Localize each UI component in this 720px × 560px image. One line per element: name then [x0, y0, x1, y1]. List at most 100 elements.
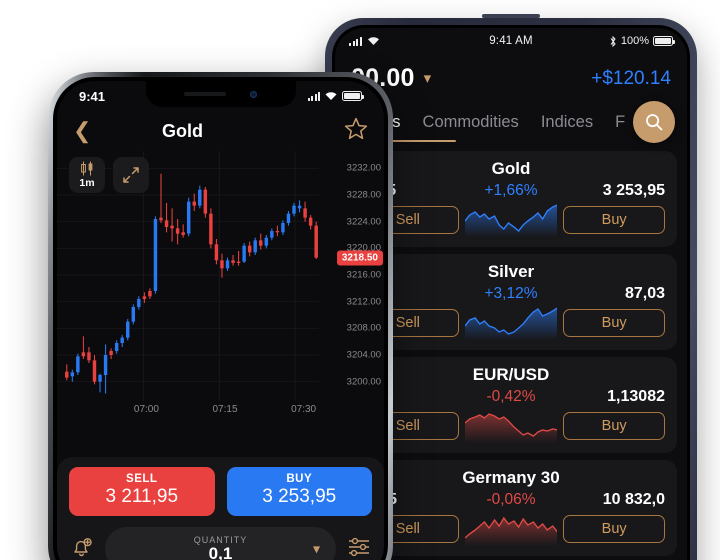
quantity-label: QUANTITY	[193, 535, 248, 546]
instrument-name: Germany 30	[462, 468, 560, 487]
sparkline-chart	[464, 516, 558, 546]
wifi-icon	[367, 37, 379, 45]
price-tick: 3216.00	[346, 269, 381, 281]
instrument-name: Gold	[491, 159, 531, 178]
buy-button[interactable]: Buy	[563, 309, 665, 337]
instrument-values: 3042 -0,42% 1,13082	[357, 388, 665, 406]
buy-button[interactable]: Buy	[563, 206, 665, 234]
price-tick: 3220.00	[346, 242, 381, 254]
sell-label: SELL	[126, 473, 158, 485]
time-axis: 07:00 07:15 07:30	[57, 401, 328, 423]
time-tick: 07:30	[291, 404, 317, 415]
instrument-values: 11,95 +1,66% 3 253,95	[357, 182, 665, 200]
price-tick: 3212.00	[346, 296, 381, 308]
iphone-device: 9:41 ❮ Gold	[48, 72, 393, 560]
sparkline-chart	[464, 413, 558, 443]
ask-price: 3 253,95	[602, 182, 665, 199]
trade-panel: SELL 3 211,95 BUY 3 253,95	[57, 457, 384, 560]
price-tick: 3204.00	[346, 349, 381, 361]
bell-plus-icon[interactable]	[69, 534, 95, 560]
front-camera-icon	[250, 90, 257, 98]
chevron-left-icon[interactable]: ❮	[73, 118, 92, 143]
buy-button[interactable]: Buy	[563, 412, 665, 440]
change-percent: +3,12%	[484, 285, 538, 302]
signal-icon	[349, 36, 362, 46]
time-tick: 07:00	[133, 404, 159, 415]
active-tab-indicator	[351, 140, 456, 142]
price-chart[interactable]: 1m 3232.00 3228.00 3224.00 3220.00 3216.00 32…	[57, 151, 384, 401]
buy-button[interactable]: BUY 3 253,95	[226, 467, 372, 516]
price-axis: 3232.00 3228.00 3224.00 3220.00 3216.00 3212.…	[328, 151, 384, 401]
expand-arrows-icon	[123, 167, 139, 183]
sell-price: 3 211,95	[105, 486, 179, 507]
price-tick: 3228.00	[346, 189, 381, 201]
change-percent: -0,42%	[486, 388, 536, 405]
buy-label: BUY	[286, 473, 313, 485]
star-icon[interactable]	[344, 117, 368, 145]
ask-price: 1,13082	[607, 388, 665, 405]
status-left-icons	[349, 36, 380, 46]
instrument-name: EUR/USD	[472, 365, 550, 384]
navigation-bar: ❮ Gold	[57, 111, 384, 151]
earpiece-icon	[184, 92, 226, 96]
price-tick: 3208.00	[346, 322, 381, 334]
android-phone-device: 9:41 AM 100% 00.00 ▾ +$120.14	[325, 14, 697, 560]
list-item[interactable]: EUR/USD 3042 -0,42% 1,13082 Sell	[345, 357, 677, 453]
change-percent: +1,66%	[484, 182, 538, 199]
profit-loss-value: +$120.14	[591, 67, 671, 89]
change-percent: -0,06%	[486, 491, 536, 508]
iphone-screen: 9:41 ❮ Gold	[57, 81, 384, 560]
ask-price: 10 832,0	[602, 491, 665, 508]
chevron-down-icon[interactable]: ▾	[312, 540, 320, 557]
list-item[interactable]: Gold 11,95 +1,66% 3 253,95 Sell	[345, 151, 677, 247]
list-item[interactable]: Silver 3,83 +3,12% 87,03 Sell	[345, 254, 677, 350]
instrument-actions: Sell Buy	[357, 203, 665, 237]
sparkline-chart	[464, 307, 558, 340]
signal-icon	[307, 91, 320, 101]
ios-status-bar: 9:41	[57, 81, 384, 111]
android-status-bar: 9:41 AM 100%	[335, 28, 687, 54]
tab-commodities[interactable]: Commodities	[422, 112, 519, 131]
time-tick: 07:15	[212, 404, 238, 415]
current-price-badge: 3218.50	[336, 250, 383, 266]
price-tick: 3200.00	[346, 376, 381, 388]
instrument-actions: Sell Buy	[357, 306, 665, 340]
iphone-bezel: 9:41 ❮ Gold	[53, 77, 388, 560]
notch	[145, 81, 296, 107]
earpiece-speaker	[482, 14, 540, 18]
quantity-value: 0,1	[208, 544, 233, 560]
quantity-stepper[interactable]: QUANTITY 0,1 ▾	[105, 527, 336, 560]
status-clock: 9:41 AM	[489, 35, 533, 47]
page-title: Gold	[161, 120, 203, 141]
tab-forex[interactable]: F	[615, 112, 626, 131]
battery-icon	[342, 91, 364, 101]
android-phone-screen: 9:41 AM 100% 00.00 ▾ +$120.14	[335, 28, 687, 560]
instrument-values: 830,5 -0,06% 10 832,0	[357, 491, 665, 509]
instrument-actions: Sell Buy	[357, 512, 665, 546]
search-button[interactable]	[633, 101, 675, 143]
buy-button[interactable]: Buy	[563, 515, 665, 543]
battery-percent: 100%	[620, 35, 649, 47]
quantity-row: QUANTITY 0,1 ▾	[69, 527, 372, 560]
search-icon	[646, 114, 663, 131]
price-tick: 3232.00	[346, 162, 381, 174]
ask-price: 87,03	[624, 285, 665, 302]
status-right-icons: 100%	[609, 35, 675, 47]
order-buttons-row: SELL 3 211,95 BUY 3 253,95	[69, 467, 372, 516]
chart-type-button[interactable]: 1m	[69, 157, 105, 193]
list-item[interactable]: Germany 30 830,5 -0,06% 10 832,0 Sell	[345, 460, 677, 556]
sparkline-chart	[464, 204, 558, 237]
sell-button[interactable]: SELL 3 211,95	[69, 467, 215, 516]
instrument-name: Silver	[487, 262, 535, 281]
fullscreen-button[interactable]	[113, 157, 149, 193]
chevron-down-icon[interactable]: ▾	[423, 70, 432, 87]
buy-price: 3 253,95	[262, 486, 337, 507]
chart-toolbar: 1m	[69, 157, 149, 193]
instrument-values: 3,83 +3,12% 87,03	[357, 285, 665, 303]
price-tick: 3224.00	[346, 216, 381, 228]
tab-indices[interactable]: Indices	[540, 112, 594, 131]
status-clock: 9:41	[79, 88, 106, 104]
candlestick-plot	[57, 151, 319, 401]
sliders-icon[interactable]	[346, 534, 372, 560]
